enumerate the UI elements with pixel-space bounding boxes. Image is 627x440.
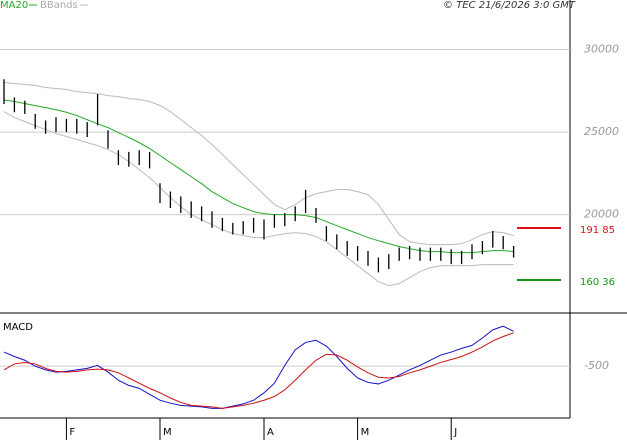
x-tick-label: J xyxy=(453,427,457,438)
x-tick-label: M xyxy=(361,427,370,438)
y-tick-label: 30000 xyxy=(584,43,619,56)
level-label: 191 85 xyxy=(580,225,615,236)
source: © TEC 21/6/2026 3:0 GMT xyxy=(443,0,576,11)
y-tick-label: 20000 xyxy=(584,208,619,221)
x-tick-label: A xyxy=(267,427,274,438)
band-lower xyxy=(3,111,514,287)
level-label: 160 36 xyxy=(580,277,615,288)
macd-line xyxy=(3,332,514,409)
y-tick-label: -500 xyxy=(584,359,609,372)
band-upper xyxy=(3,82,514,246)
ma-line xyxy=(3,99,514,254)
macd-line xyxy=(3,325,514,409)
x-tick-label: M xyxy=(163,427,172,438)
y-tick-label: 25000 xyxy=(584,125,619,138)
x-tick-label: F xyxy=(69,427,75,438)
panel-title: MACD xyxy=(3,322,33,333)
legend-bbands: BBands xyxy=(40,0,78,11)
legend-ma20: MA20 xyxy=(0,0,28,11)
